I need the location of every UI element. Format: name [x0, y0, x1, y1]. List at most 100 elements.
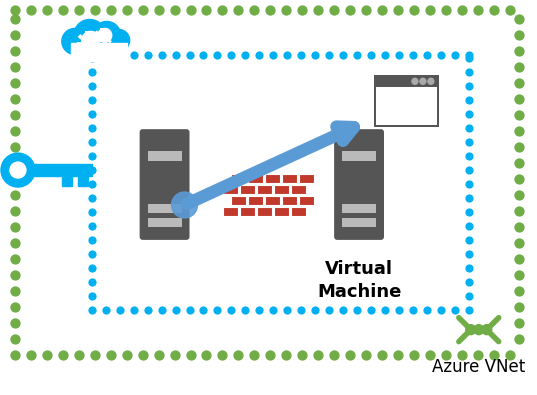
Point — [88, 55, 96, 62]
Point — [314, 352, 323, 358]
Point — [88, 181, 96, 187]
Point — [11, 192, 19, 198]
Bar — [78, 34, 83, 40]
Point — [157, 307, 166, 313]
Point — [437, 307, 445, 313]
Point — [410, 352, 418, 358]
Circle shape — [74, 19, 106, 51]
Point — [367, 52, 375, 58]
Point — [465, 209, 473, 215]
Circle shape — [412, 78, 418, 84]
Point — [227, 307, 236, 313]
Bar — [342, 204, 376, 213]
Point — [395, 307, 403, 313]
Point — [11, 335, 19, 342]
Point — [378, 8, 386, 14]
Point — [88, 69, 96, 75]
Point — [489, 352, 498, 358]
Point — [514, 128, 523, 134]
Bar — [77, 42, 81, 46]
FancyBboxPatch shape — [274, 185, 289, 194]
Bar — [92, 31, 97, 37]
Circle shape — [108, 30, 129, 51]
Point — [451, 307, 459, 313]
Circle shape — [10, 162, 26, 178]
Point — [465, 293, 473, 299]
Point — [122, 8, 131, 14]
Bar — [105, 28, 110, 33]
Point — [88, 125, 96, 132]
Point — [218, 352, 227, 358]
Point — [381, 52, 389, 58]
FancyBboxPatch shape — [231, 174, 246, 183]
Point — [115, 52, 124, 58]
Point — [11, 176, 19, 182]
Point — [88, 265, 96, 271]
Point — [11, 8, 19, 14]
Point — [362, 8, 371, 14]
Point — [465, 111, 473, 117]
FancyBboxPatch shape — [140, 129, 190, 240]
Point — [423, 52, 431, 58]
Point — [394, 352, 402, 358]
Point — [218, 8, 227, 14]
Point — [297, 52, 306, 58]
Point — [514, 16, 523, 23]
Point — [202, 352, 211, 358]
Point — [88, 209, 96, 215]
Point — [199, 52, 208, 58]
Point — [42, 352, 51, 358]
Point — [88, 307, 96, 313]
Point — [346, 352, 354, 358]
Point — [367, 307, 375, 313]
Point — [11, 288, 19, 294]
Bar — [97, 38, 100, 42]
Point — [88, 52, 96, 58]
Point — [106, 8, 115, 14]
Point — [514, 80, 523, 87]
Point — [465, 52, 473, 58]
FancyBboxPatch shape — [248, 196, 263, 205]
Point — [88, 139, 96, 145]
Point — [465, 195, 473, 201]
Point — [170, 8, 179, 14]
Point — [465, 278, 473, 285]
Text: Virtual
Machine: Virtual Machine — [317, 260, 401, 301]
Point — [311, 307, 320, 313]
Point — [378, 352, 386, 358]
Point — [465, 125, 473, 132]
Point — [59, 352, 67, 358]
Circle shape — [428, 78, 434, 84]
Bar — [148, 204, 182, 213]
Point — [465, 307, 473, 313]
Point — [11, 352, 19, 358]
Bar — [18, 164, 92, 176]
Point — [11, 48, 19, 55]
FancyBboxPatch shape — [299, 174, 314, 183]
Bar — [81, 48, 86, 54]
Point — [154, 352, 163, 358]
Point — [514, 256, 523, 262]
Point — [202, 8, 211, 14]
Point — [11, 32, 19, 39]
Point — [346, 8, 354, 14]
FancyBboxPatch shape — [282, 196, 297, 205]
Point — [241, 307, 250, 313]
Point — [185, 307, 194, 313]
Point — [106, 352, 115, 358]
Point — [88, 153, 96, 159]
Circle shape — [474, 325, 484, 335]
Point — [409, 307, 417, 313]
Point — [514, 32, 523, 39]
Bar — [97, 41, 101, 46]
Point — [213, 307, 222, 313]
Point — [441, 352, 450, 358]
Point — [330, 8, 338, 14]
Point — [88, 278, 96, 285]
Point — [437, 52, 445, 58]
Circle shape — [93, 21, 121, 49]
Point — [11, 96, 19, 102]
Point — [514, 96, 523, 102]
Point — [250, 8, 259, 14]
Bar — [85, 30, 89, 34]
